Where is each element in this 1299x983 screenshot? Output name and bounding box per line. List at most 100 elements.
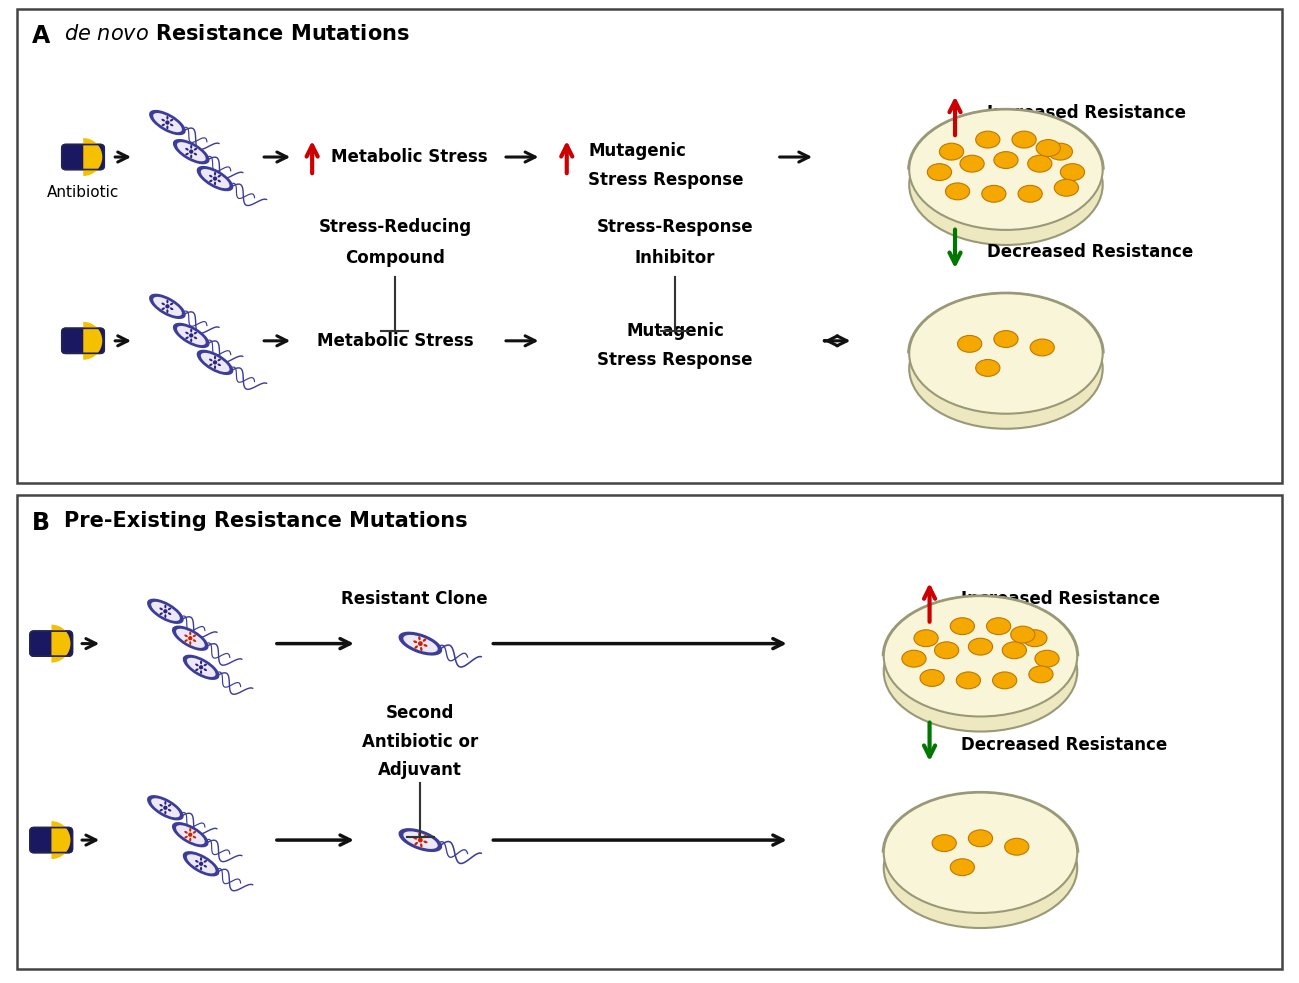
Ellipse shape [194, 147, 197, 150]
Ellipse shape [1011, 626, 1035, 643]
Ellipse shape [418, 636, 421, 640]
Ellipse shape [190, 328, 192, 332]
Text: $\it{de\ novo}$ Resistance Mutations: $\it{de\ novo}$ Resistance Mutations [64, 24, 409, 44]
Ellipse shape [190, 641, 191, 645]
Ellipse shape [161, 308, 165, 310]
Ellipse shape [902, 651, 926, 667]
Ellipse shape [960, 155, 985, 172]
Wedge shape [52, 624, 70, 663]
Ellipse shape [194, 331, 197, 334]
Text: Mutagenic: Mutagenic [588, 142, 686, 159]
Text: Stress Response: Stress Response [598, 351, 752, 369]
Ellipse shape [422, 639, 426, 642]
Ellipse shape [201, 169, 230, 188]
Ellipse shape [951, 859, 974, 876]
Ellipse shape [946, 183, 969, 200]
Ellipse shape [883, 792, 1077, 913]
Ellipse shape [190, 338, 192, 342]
Ellipse shape [170, 308, 173, 310]
Ellipse shape [173, 322, 209, 348]
Ellipse shape [190, 149, 194, 153]
Ellipse shape [147, 795, 183, 821]
Ellipse shape [1048, 144, 1073, 160]
Ellipse shape [164, 811, 166, 815]
Ellipse shape [184, 634, 188, 637]
Ellipse shape [192, 831, 196, 834]
Ellipse shape [214, 182, 216, 186]
Ellipse shape [164, 614, 166, 618]
Ellipse shape [213, 176, 217, 181]
Ellipse shape [217, 180, 221, 182]
Ellipse shape [87, 333, 97, 348]
Ellipse shape [909, 109, 1103, 230]
Ellipse shape [196, 166, 234, 192]
Ellipse shape [403, 832, 438, 849]
Ellipse shape [177, 825, 205, 844]
Ellipse shape [423, 644, 427, 647]
Text: B: B [32, 510, 51, 535]
Text: Resistant Clone: Resistant Clone [340, 590, 487, 608]
Ellipse shape [183, 655, 220, 680]
Ellipse shape [190, 154, 192, 158]
Ellipse shape [164, 801, 166, 805]
Ellipse shape [171, 625, 209, 651]
Ellipse shape [161, 124, 165, 126]
Ellipse shape [164, 806, 168, 810]
Ellipse shape [209, 180, 213, 182]
Ellipse shape [166, 300, 169, 304]
Ellipse shape [1030, 339, 1055, 356]
Text: Increased Resistance: Increased Resistance [987, 103, 1186, 122]
Ellipse shape [413, 837, 417, 839]
Ellipse shape [160, 809, 162, 812]
Ellipse shape [190, 838, 191, 841]
Ellipse shape [217, 359, 221, 362]
Ellipse shape [939, 144, 964, 160]
Ellipse shape [968, 638, 992, 655]
Ellipse shape [160, 612, 162, 615]
Ellipse shape [173, 139, 209, 164]
Ellipse shape [399, 828, 442, 852]
FancyBboxPatch shape [62, 145, 104, 169]
Ellipse shape [186, 336, 188, 339]
Ellipse shape [190, 631, 191, 635]
Ellipse shape [204, 668, 207, 671]
Ellipse shape [1004, 838, 1029, 855]
Ellipse shape [190, 145, 192, 148]
Ellipse shape [183, 851, 220, 877]
Ellipse shape [190, 828, 191, 832]
Ellipse shape [195, 668, 199, 671]
Text: Adjuvant: Adjuvant [378, 762, 462, 780]
Wedge shape [83, 138, 103, 176]
Ellipse shape [200, 661, 203, 665]
Ellipse shape [161, 119, 165, 122]
Ellipse shape [976, 360, 1000, 376]
FancyBboxPatch shape [62, 328, 104, 353]
Text: Compound: Compound [346, 250, 444, 267]
Ellipse shape [1035, 651, 1059, 667]
Ellipse shape [151, 798, 179, 818]
Ellipse shape [56, 636, 66, 651]
Ellipse shape [976, 131, 1000, 148]
Text: Decreased Resistance: Decreased Resistance [961, 736, 1168, 754]
Ellipse shape [986, 617, 1011, 635]
Ellipse shape [166, 116, 169, 120]
Ellipse shape [217, 364, 221, 366]
Ellipse shape [883, 611, 1077, 731]
Ellipse shape [196, 350, 234, 376]
Ellipse shape [195, 860, 199, 863]
Text: Second: Second [386, 705, 455, 723]
Ellipse shape [184, 639, 188, 642]
Ellipse shape [186, 147, 188, 150]
Ellipse shape [1029, 665, 1053, 683]
Ellipse shape [423, 840, 427, 843]
Ellipse shape [1022, 630, 1047, 647]
Ellipse shape [418, 838, 422, 842]
Ellipse shape [165, 120, 170, 125]
Ellipse shape [204, 860, 207, 863]
Ellipse shape [1060, 164, 1085, 181]
Ellipse shape [994, 330, 1018, 347]
Ellipse shape [209, 359, 213, 362]
Ellipse shape [170, 124, 173, 126]
Ellipse shape [934, 642, 959, 659]
Ellipse shape [399, 632, 442, 656]
